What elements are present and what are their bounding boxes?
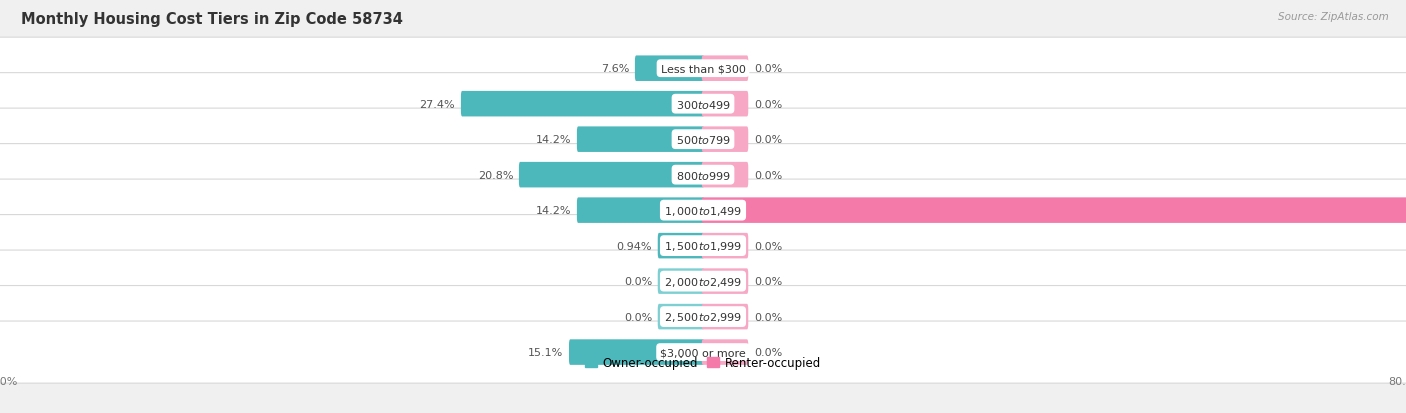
Text: $1,500 to $1,999: $1,500 to $1,999 [664,240,742,252]
FancyBboxPatch shape [0,74,1406,135]
FancyBboxPatch shape [0,321,1406,383]
FancyBboxPatch shape [569,339,704,365]
Text: $3,000 or more: $3,000 or more [661,347,745,357]
Text: 20.8%: 20.8% [478,170,513,180]
FancyBboxPatch shape [0,215,1406,277]
FancyBboxPatch shape [0,250,1406,312]
Text: Less than $300: Less than $300 [661,64,745,74]
Legend: Owner-occupied, Renter-occupied: Owner-occupied, Renter-occupied [585,356,821,369]
Text: 0.0%: 0.0% [754,276,782,287]
FancyBboxPatch shape [461,92,704,117]
Text: $800 to $999: $800 to $999 [675,169,731,181]
Text: 27.4%: 27.4% [419,100,456,109]
FancyBboxPatch shape [636,56,704,82]
FancyBboxPatch shape [702,198,1406,223]
FancyBboxPatch shape [576,198,704,223]
FancyBboxPatch shape [576,127,704,152]
Text: $2,000 to $2,499: $2,000 to $2,499 [664,275,742,288]
FancyBboxPatch shape [702,162,748,188]
FancyBboxPatch shape [658,304,704,330]
Text: 14.2%: 14.2% [536,135,571,145]
FancyBboxPatch shape [0,38,1406,100]
FancyBboxPatch shape [658,269,704,294]
Text: 0.0%: 0.0% [754,170,782,180]
FancyBboxPatch shape [702,339,748,365]
Text: 0.0%: 0.0% [754,100,782,109]
FancyBboxPatch shape [519,162,704,188]
Text: 0.0%: 0.0% [754,64,782,74]
Text: 0.0%: 0.0% [624,312,652,322]
Text: $300 to $499: $300 to $499 [675,98,731,110]
Text: 14.2%: 14.2% [536,206,571,216]
Text: 0.0%: 0.0% [754,312,782,322]
FancyBboxPatch shape [702,56,748,82]
FancyBboxPatch shape [702,127,748,152]
Text: 7.6%: 7.6% [600,64,630,74]
Text: $1,000 to $1,499: $1,000 to $1,499 [664,204,742,217]
FancyBboxPatch shape [702,233,748,259]
FancyBboxPatch shape [658,233,704,259]
Text: Source: ZipAtlas.com: Source: ZipAtlas.com [1278,12,1389,22]
Text: Monthly Housing Cost Tiers in Zip Code 58734: Monthly Housing Cost Tiers in Zip Code 5… [21,12,404,27]
FancyBboxPatch shape [0,286,1406,348]
Text: 0.0%: 0.0% [624,276,652,287]
Text: 0.94%: 0.94% [617,241,652,251]
FancyBboxPatch shape [702,304,748,330]
Text: 0.0%: 0.0% [754,135,782,145]
FancyBboxPatch shape [0,144,1406,206]
Text: 15.1%: 15.1% [529,347,564,357]
FancyBboxPatch shape [702,92,748,117]
Text: $500 to $799: $500 to $799 [675,134,731,146]
FancyBboxPatch shape [0,109,1406,171]
Text: $2,500 to $2,999: $2,500 to $2,999 [664,310,742,323]
Text: 0.0%: 0.0% [754,347,782,357]
Text: 0.0%: 0.0% [754,241,782,251]
FancyBboxPatch shape [0,180,1406,242]
FancyBboxPatch shape [702,269,748,294]
